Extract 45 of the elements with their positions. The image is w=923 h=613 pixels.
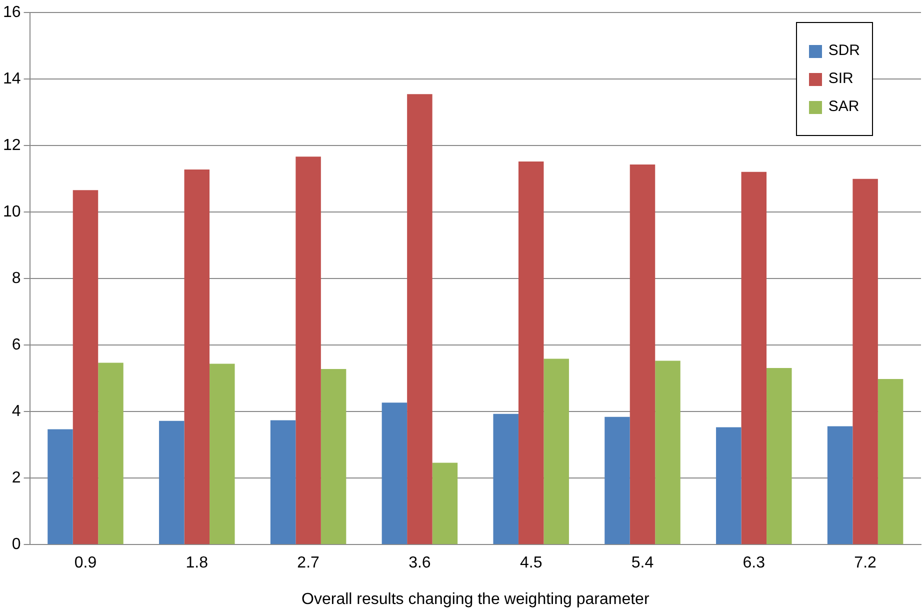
bar [407,94,432,544]
bar [766,368,792,544]
x-tick-label: 7.2 [854,554,877,572]
y-tick-label: 6 [12,336,21,354]
legend-label: SDR [828,41,860,61]
x-tick-label: 5.4 [631,554,654,572]
bar [655,360,680,544]
legend-label: SAR [828,97,860,117]
bar [48,429,73,544]
y-tick-label: 12 [3,137,21,154]
bar [544,358,569,544]
y-tick-label: 16 [3,4,21,22]
bar [741,172,767,544]
bar [493,414,518,544]
y-tick-label: 10 [3,204,21,221]
bar [432,462,458,544]
y-tick-label: 8 [12,270,21,288]
bar [716,427,742,544]
bar [604,416,630,544]
bar [98,362,124,544]
bar [382,402,408,544]
y-tick-label: 2 [12,470,21,487]
y-tick-label: 4 [12,403,21,420]
x-tick-label: 1.8 [186,554,208,572]
bar [159,420,184,544]
x-tick-label: 4.5 [520,554,542,572]
x-tick-label: 3.6 [408,554,431,572]
x-axis-title: Overall results changing the weighting parameter [302,590,650,608]
bar [270,420,296,544]
y-tick-label: 14 [3,70,21,88]
bar [210,364,235,544]
bar [184,170,210,544]
bar [827,426,853,544]
bar [72,190,98,544]
x-tick-label: 2.7 [297,554,320,572]
bar [518,162,544,544]
y-tick-label: 0 [12,536,21,554]
x-tick-label: 6.3 [742,554,766,572]
bar [878,379,904,544]
bar [630,164,656,544]
bar [320,369,346,544]
bar [852,178,878,544]
x-tick-label: 0.9 [74,554,97,572]
legend-label: SIR [828,69,854,89]
bar [296,156,321,544]
